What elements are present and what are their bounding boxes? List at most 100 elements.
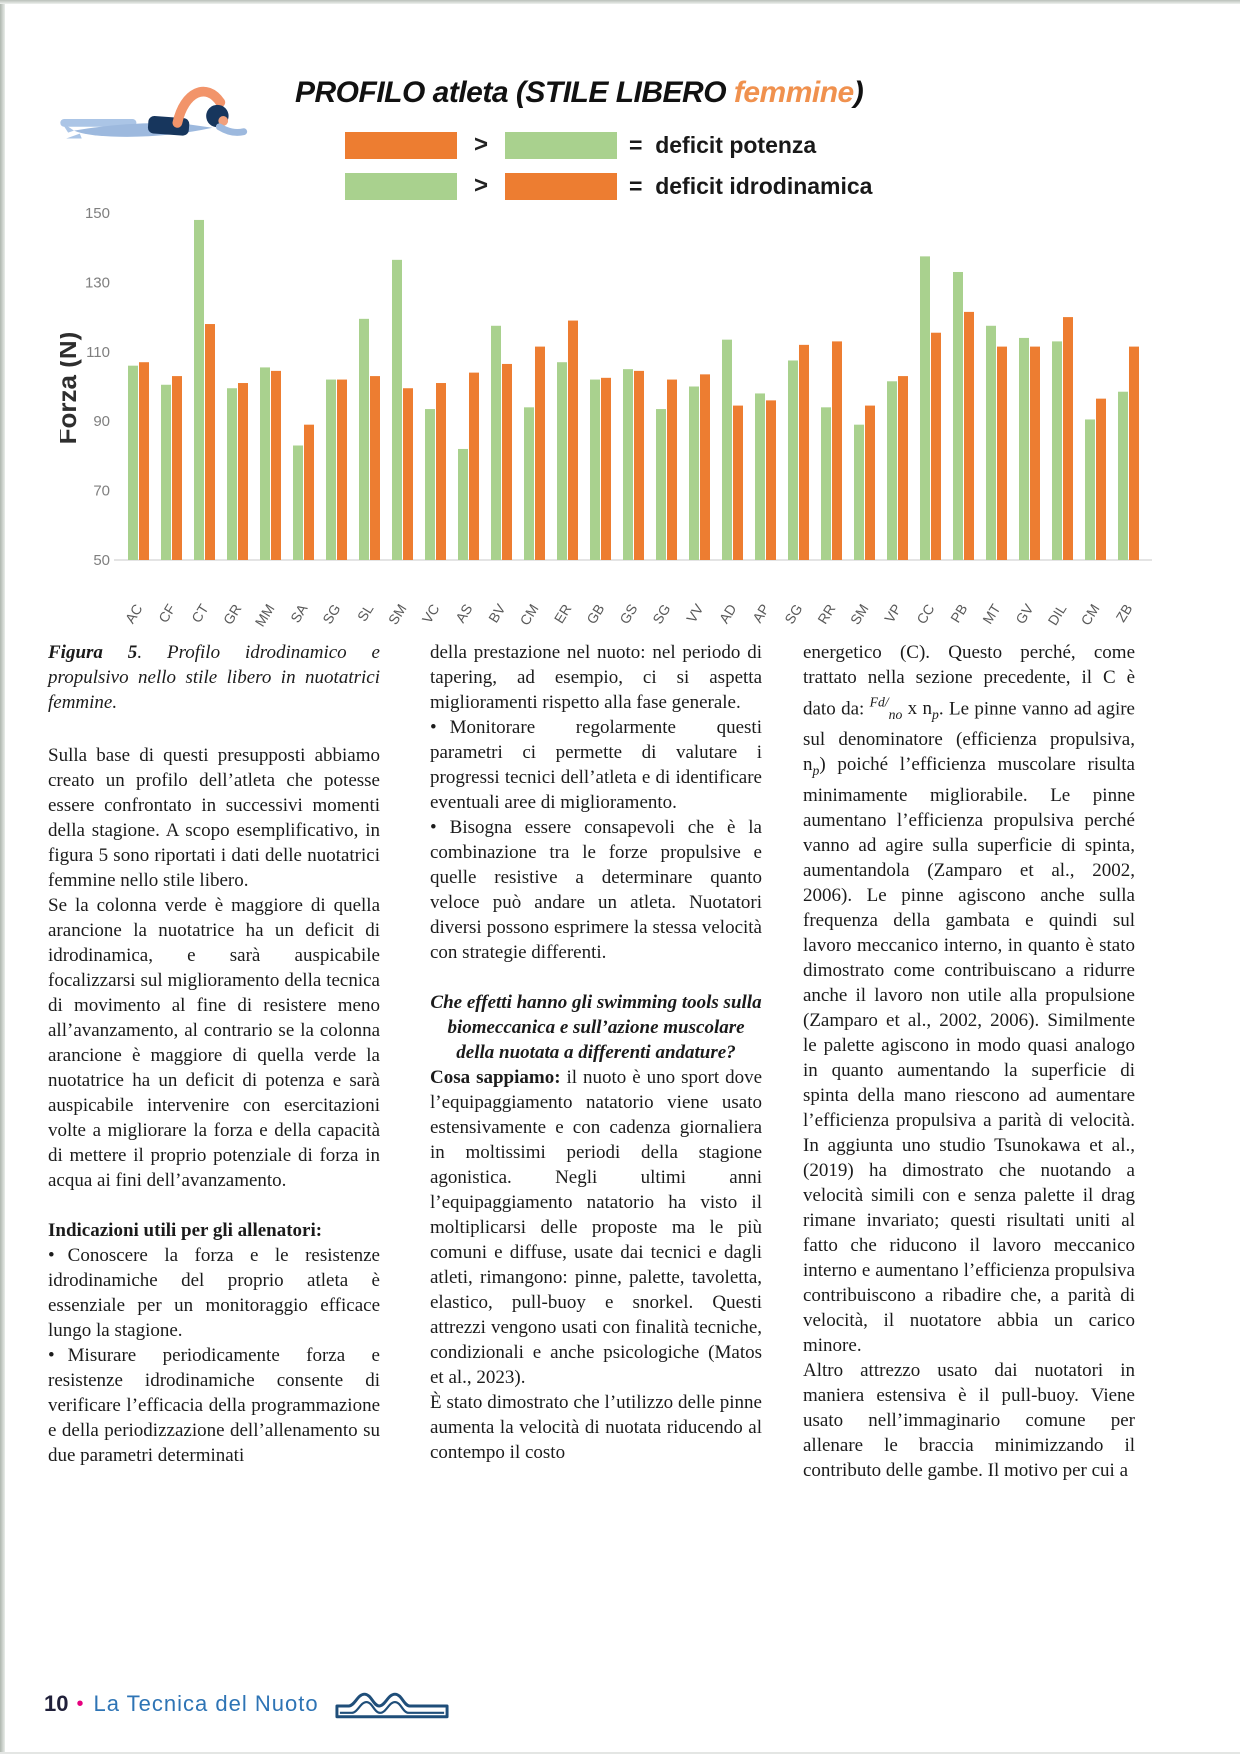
x-tick-label-SL: SL [354, 601, 377, 624]
y-tick-label: 70 [93, 483, 110, 500]
bar-orange-GS [634, 370, 644, 560]
chart-title-part2: (STILE LIBERO [515, 76, 734, 109]
bar-orange-VC [436, 383, 446, 560]
bar-green-SA [293, 445, 303, 560]
x-tick-label-AC: AC [122, 601, 146, 626]
x-tick-label-SG: SG [319, 601, 343, 627]
bar-orange-SG [667, 379, 677, 560]
legend-swatch-orange [345, 131, 457, 159]
bar-green-VV [689, 386, 699, 560]
bar-green-VC [425, 409, 435, 560]
bar-orange-CM [1096, 398, 1106, 560]
page-footer: 10 • La Tecnica del Nuoto [44, 1686, 451, 1722]
greater-than-symbol: > [473, 172, 488, 199]
bar-orange-SM [865, 405, 875, 560]
bar-green-DIL [1052, 341, 1062, 560]
y-axis-label: Forza (N) [60, 332, 82, 445]
chart-title: PROFILO atleta (STILE LIBERO femmine) [295, 76, 1155, 110]
bar-chart-plot: 50 70 90 110 130 150 Forza (N) AC CF CT GR MM SA SG SL… [60, 205, 1152, 629]
bullet-item: • Conoscere la forza e le resistenze idro… [48, 1243, 380, 1343]
y-tick-label: 130 [85, 274, 110, 291]
energy-cost-formula: Fd/no x np [869, 695, 939, 723]
paragraph: della prestazione nel nuoto: nel periodo… [430, 642, 762, 713]
bar-orange-SA [304, 424, 314, 560]
bar-orange-MT [997, 346, 1007, 560]
bar-orange-CT [205, 324, 215, 560]
bullet-item: • Misurare periodicamente forza e resiste… [48, 1343, 380, 1468]
swimmer-icon [60, 86, 248, 139]
x-tick-label-SM: SM [385, 601, 410, 627]
x-tick-label-MM: MM [252, 601, 278, 629]
bar-orange-MM [271, 370, 281, 560]
bar-green-CM [524, 407, 534, 560]
paragraph: Se la colonna verde è maggiore di quella… [48, 895, 380, 1191]
legend-swatch-green [505, 131, 617, 159]
legend-row: > = deficit idrodinamica [345, 171, 872, 201]
bar-green-VP [887, 381, 897, 560]
bar-green-CC [920, 256, 930, 560]
x-tick-label-CC: CC [913, 601, 937, 627]
section-heading: Che effetti hanno gli swimming tools sul… [430, 992, 762, 1063]
bar-orange-DIL [1063, 317, 1073, 560]
x-tick-label-VC: VC [419, 601, 443, 626]
paragraph: Sulla base di questi presupposti abbiamo… [48, 745, 380, 891]
x-tick-label-GV: GV [1012, 601, 1037, 627]
x-tick-label-PB: PB [947, 601, 970, 625]
paragraph-text: . Le pinne vanno ad agire sul denominato… [803, 698, 1135, 776]
bar-green-SG [788, 360, 798, 560]
paragraph-text: energetico (C). Questo perché, come trat… [803, 642, 1135, 720]
x-tick-label-AS: AS [452, 601, 475, 625]
x-tick-label-CM: CM [516, 601, 541, 628]
bar-green-GV [1019, 337, 1029, 560]
bar-green-CT [194, 219, 204, 560]
bar-orange-VP [898, 376, 908, 560]
paragraph: Cosa sappiamo: il nuoto è uno sport dove… [430, 1065, 762, 1390]
bullet-marker: • [48, 1345, 55, 1366]
figure-caption-text: . Profilo idrodinamico e propulsivo nell… [48, 642, 380, 713]
chart-title-part3: ) [853, 76, 864, 109]
paragraph: energetico (C). Questo perché, come trat… [803, 640, 1135, 1358]
bar-orange-AD [733, 405, 743, 560]
bar-green-SG [326, 379, 336, 560]
bar-green-ER [557, 362, 567, 560]
y-tick-label: 110 [86, 344, 110, 361]
bar-orange-RR [832, 341, 842, 560]
page-edge-left [0, 0, 5, 1754]
legend-label: = deficit idrodinamica [629, 172, 873, 199]
x-tick-label-SA: SA [287, 601, 311, 626]
bar-green-BV [491, 325, 501, 560]
paragraph-text: il nuoto è uno sport dove l’equipaggiame… [430, 1067, 763, 1388]
bar-green-MM [260, 367, 270, 560]
x-tick-label-GB: GB [583, 601, 607, 627]
bar-orange-SM [403, 388, 413, 560]
bar-green-PB [953, 271, 963, 560]
bar-green-SM [392, 259, 402, 560]
legend-swatch-green [345, 172, 457, 200]
y-tick-label: 50 [93, 552, 110, 569]
legend-label: = deficit potenza [629, 131, 817, 158]
bar-green-RR [821, 407, 831, 560]
x-tick-label-VV: VV [683, 601, 707, 626]
bar-green-AP [755, 393, 765, 560]
x-tick-label-SG: SG [649, 601, 673, 627]
bar-orange-GR [238, 383, 248, 560]
x-tick-label-BV: BV [485, 601, 509, 626]
bar-green-AD [722, 339, 732, 560]
bar-orange-AP [766, 400, 776, 560]
bullet-text: Conoscere la forza e le resistenze idrod… [48, 1245, 380, 1341]
page-edge-bottom [0, 1752, 1240, 1754]
legend-swatch-orange [505, 172, 617, 200]
bar-green-SG [656, 409, 666, 560]
figure-5-chart: PROFILO atleta (STILE LIBERO femmine) > =… [60, 60, 1170, 640]
y-tick-label: 150 [85, 205, 110, 222]
bar-orange-AC [139, 362, 149, 560]
bar-green-CF [161, 384, 171, 560]
bar-orange-CM [535, 346, 545, 560]
article-columns: Figura 5. Profilo idrodinamico e propuls… [48, 640, 1142, 1483]
bullet-marker: • [48, 1245, 55, 1266]
bar-orange-SG [799, 344, 809, 560]
legend-row: > = deficit potenza [345, 130, 872, 160]
bar-green-AS [458, 448, 468, 560]
x-tick-label-CF: CF [155, 601, 178, 625]
